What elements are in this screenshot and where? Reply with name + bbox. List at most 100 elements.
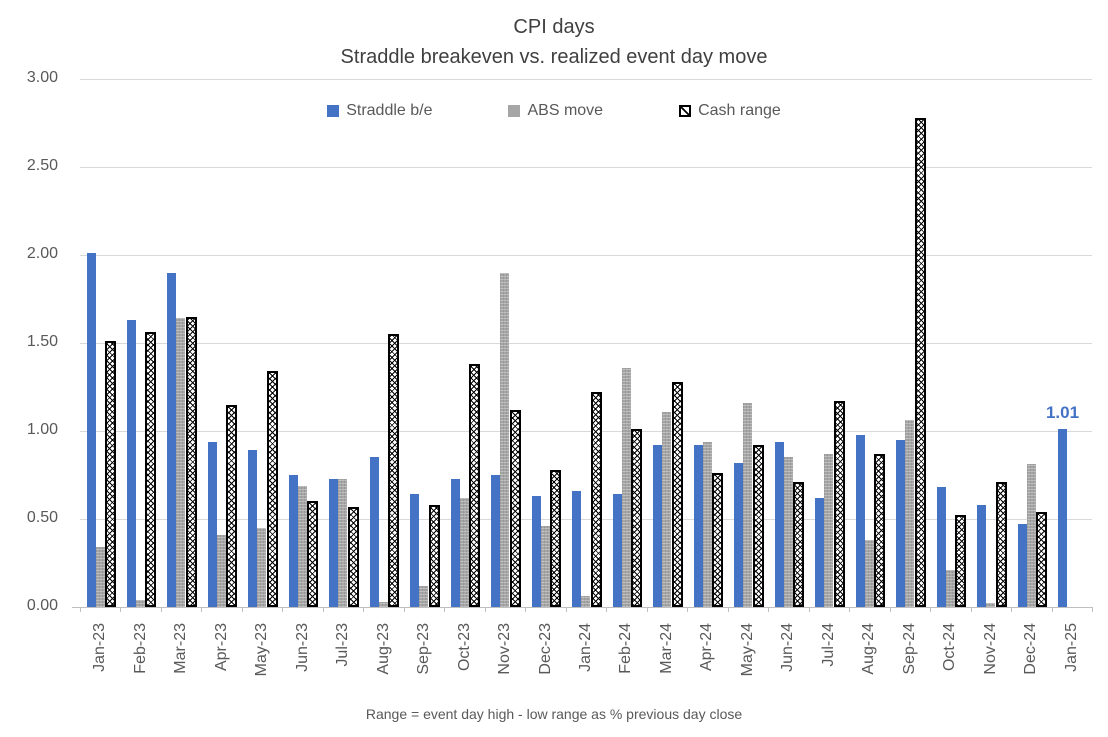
bar-cash-range-may-23 bbox=[266, 371, 278, 607]
bar-abs-move-oct-24 bbox=[945, 570, 955, 607]
bar-cash-range-apr-23 bbox=[226, 404, 238, 607]
y-axis-label: 1.50 bbox=[26, 333, 58, 350]
x-axis-tick bbox=[970, 607, 972, 612]
x-axis-tick bbox=[484, 607, 486, 612]
bar-straddle-b-e-oct-24 bbox=[936, 487, 946, 607]
bar-abs-move-may-23 bbox=[257, 527, 267, 607]
y-axis-label: 2.50 bbox=[26, 157, 58, 174]
x-axis-tick bbox=[241, 607, 243, 612]
x-axis-label: Oct-23 bbox=[455, 623, 473, 672]
chart-title-block: CPI days Straddle breakeven vs. realized… bbox=[0, 12, 1108, 72]
y-axis-label: 0.00 bbox=[26, 597, 58, 614]
bar-straddle-b-e-sep-23 bbox=[410, 494, 420, 607]
x-axis-label: Mar-23 bbox=[172, 623, 190, 674]
x-axis-tick bbox=[525, 607, 527, 612]
x-axis-label: Oct-24 bbox=[941, 623, 959, 672]
x-axis-tick bbox=[727, 607, 729, 612]
bar-abs-move-mar-24 bbox=[662, 411, 672, 607]
bar-abs-move-dec-23 bbox=[540, 526, 550, 607]
x-axis-label: Nov-24 bbox=[981, 623, 999, 675]
bar-cash-range-dec-23 bbox=[550, 469, 562, 607]
x-axis-tick bbox=[160, 607, 162, 612]
x-axis-label: Jan-24 bbox=[577, 623, 594, 672]
x-axis-label: Jan-25 bbox=[1062, 623, 1080, 672]
bar-cash-range-jun-23 bbox=[307, 501, 319, 607]
bar-abs-move-sep-24 bbox=[905, 420, 915, 607]
cash-range-swatch-icon bbox=[679, 105, 692, 117]
bar-abs-move-aug-24 bbox=[864, 540, 874, 607]
bar-cash-range-jul-23 bbox=[347, 506, 359, 607]
x-axis-label: Aug-24 bbox=[860, 623, 878, 675]
x-axis-tick bbox=[444, 607, 446, 612]
gridline bbox=[80, 167, 1092, 168]
bar-abs-move-may-24 bbox=[743, 402, 753, 607]
x-axis-tick bbox=[930, 607, 932, 612]
bar-straddle-b-e-mar-23 bbox=[167, 272, 177, 607]
x-axis-label: May-24 bbox=[738, 623, 756, 677]
x-axis-label: Jan-23 bbox=[91, 623, 109, 672]
bar-cash-range-mar-23 bbox=[185, 316, 197, 607]
x-axis-label: May-23 bbox=[253, 623, 271, 677]
x-axis-tick bbox=[687, 607, 689, 612]
bar-straddle-b-e-dec-24 bbox=[1017, 524, 1027, 607]
x-axis-label: Sep-23 bbox=[415, 623, 433, 675]
x-axis-label: Nov-23 bbox=[496, 623, 514, 675]
bar-abs-move-jan-24 bbox=[581, 596, 591, 607]
bar-abs-move-jan-23 bbox=[95, 547, 105, 607]
bar-abs-move-feb-24 bbox=[621, 367, 631, 607]
straddle-be-swatch-icon bbox=[327, 105, 340, 117]
x-axis-tick bbox=[1011, 607, 1013, 612]
x-axis-label: Jul-24 bbox=[819, 623, 837, 667]
bar-straddle-b-e-jan-24 bbox=[572, 490, 582, 607]
x-axis-label: Jun-23 bbox=[293, 623, 311, 672]
bar-cash-range-jan-24 bbox=[590, 392, 602, 607]
x-axis-line bbox=[72, 607, 1092, 608]
x-axis-tick bbox=[646, 607, 648, 612]
x-axis-tick bbox=[322, 607, 324, 612]
x-axis-label: Aug-23 bbox=[374, 623, 392, 675]
bar-cash-range-nov-23 bbox=[509, 409, 521, 607]
x-axis-tick bbox=[768, 607, 770, 612]
chart-subtitle: Straddle breakeven vs. realized event da… bbox=[340, 46, 768, 68]
x-axis-tick bbox=[120, 607, 122, 612]
bar-straddle-b-e-apr-23 bbox=[207, 441, 217, 607]
x-axis-tick bbox=[1092, 607, 1093, 612]
bar-abs-move-jun-23 bbox=[297, 485, 307, 607]
x-axis-tick bbox=[201, 607, 203, 612]
bar-cash-range-jul-24 bbox=[833, 401, 845, 607]
x-axis-label: Jul-23 bbox=[334, 623, 352, 667]
bar-straddle-b-e-jun-23 bbox=[288, 475, 298, 607]
x-axis-tick bbox=[889, 607, 891, 612]
bar-straddle-b-e-may-24 bbox=[734, 462, 744, 607]
data-label-jan-25: 1.01 bbox=[1045, 403, 1080, 423]
x-axis-label: Feb-23 bbox=[131, 623, 149, 674]
bar-cash-range-sep-24 bbox=[914, 117, 926, 607]
bar-abs-move-nov-24 bbox=[986, 603, 996, 607]
bar-cash-range-may-24 bbox=[752, 445, 764, 607]
y-axis-label: 0.50 bbox=[26, 509, 58, 526]
x-axis-label: Apr-24 bbox=[698, 623, 716, 672]
bar-abs-move-apr-23 bbox=[216, 534, 226, 607]
bar-cash-range-dec-24 bbox=[1036, 511, 1048, 607]
bar-cash-range-nov-24 bbox=[995, 482, 1007, 607]
x-axis-tick bbox=[606, 607, 608, 612]
bar-straddle-b-e-oct-23 bbox=[450, 478, 460, 607]
x-axis-label: Mar-24 bbox=[657, 623, 675, 674]
gridline bbox=[80, 431, 1092, 432]
bar-straddle-b-e-jun-24 bbox=[774, 441, 784, 607]
bar-cash-range-apr-24 bbox=[712, 473, 724, 607]
bar-cash-range-feb-24 bbox=[631, 429, 643, 607]
x-axis-label: Apr-23 bbox=[212, 623, 230, 672]
bar-straddle-b-e-jul-23 bbox=[329, 478, 339, 607]
bar-cash-range-feb-23 bbox=[145, 332, 157, 607]
x-axis-tick bbox=[849, 607, 851, 612]
bar-abs-move-feb-23 bbox=[135, 599, 145, 607]
bar-abs-move-nov-23 bbox=[500, 272, 510, 607]
bar-abs-move-mar-23 bbox=[176, 318, 186, 607]
bar-cash-range-aug-24 bbox=[874, 453, 886, 607]
abs-move-swatch-icon bbox=[508, 105, 521, 117]
legend-item-straddle-be: Straddle b/e bbox=[327, 102, 432, 120]
bar-straddle-b-e-nov-24 bbox=[977, 504, 987, 607]
bar-straddle-b-e-dec-23 bbox=[531, 496, 541, 607]
